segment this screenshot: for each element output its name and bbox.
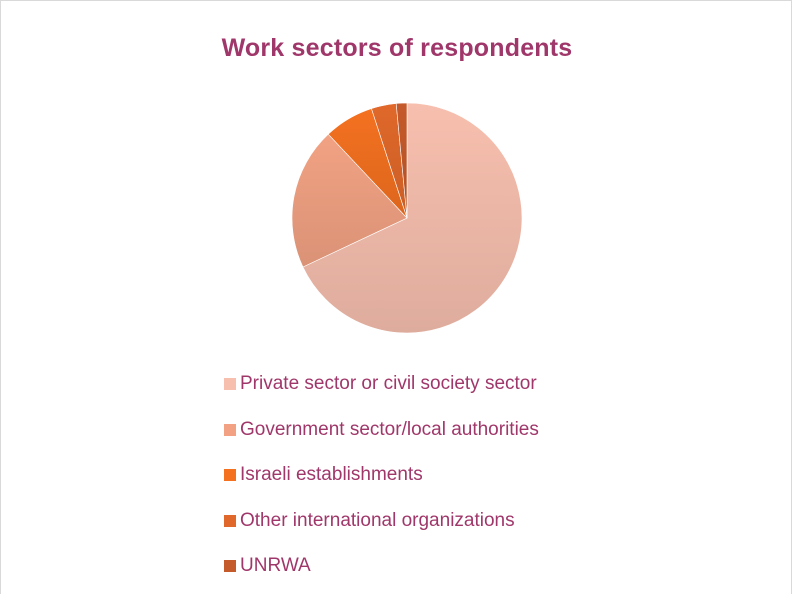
chart-frame-left-edge	[0, 0, 1, 594]
legend-label: Private sector or civil society sector	[240, 373, 537, 394]
legend-swatch	[224, 378, 236, 390]
legend-label: Israeli establishments	[240, 464, 423, 485]
chart-title: Work sectors of respondents	[221, 34, 573, 62]
legend-swatch	[224, 423, 236, 436]
legend-item: Israeli establishments	[224, 461, 423, 489]
pie-slice-5	[395, 102, 408, 219]
legend-swatch	[224, 514, 236, 527]
legend-item: UNRWA	[224, 552, 311, 580]
pie-slice-1	[302, 102, 523, 334]
legend-swatch	[224, 469, 236, 481]
legend-item: Private sector or civil society sector	[224, 370, 537, 398]
legend-label: UNRWA	[240, 555, 311, 576]
legend-item: Government sector/local authorities	[224, 416, 539, 444]
legend-item: Other international organizations	[224, 507, 515, 535]
legend-label: Other international organizations	[240, 509, 515, 531]
pie-slice-2	[291, 133, 408, 268]
legend-swatch	[224, 560, 236, 572]
legend-label: Government sector/local authorities	[240, 418, 539, 440]
